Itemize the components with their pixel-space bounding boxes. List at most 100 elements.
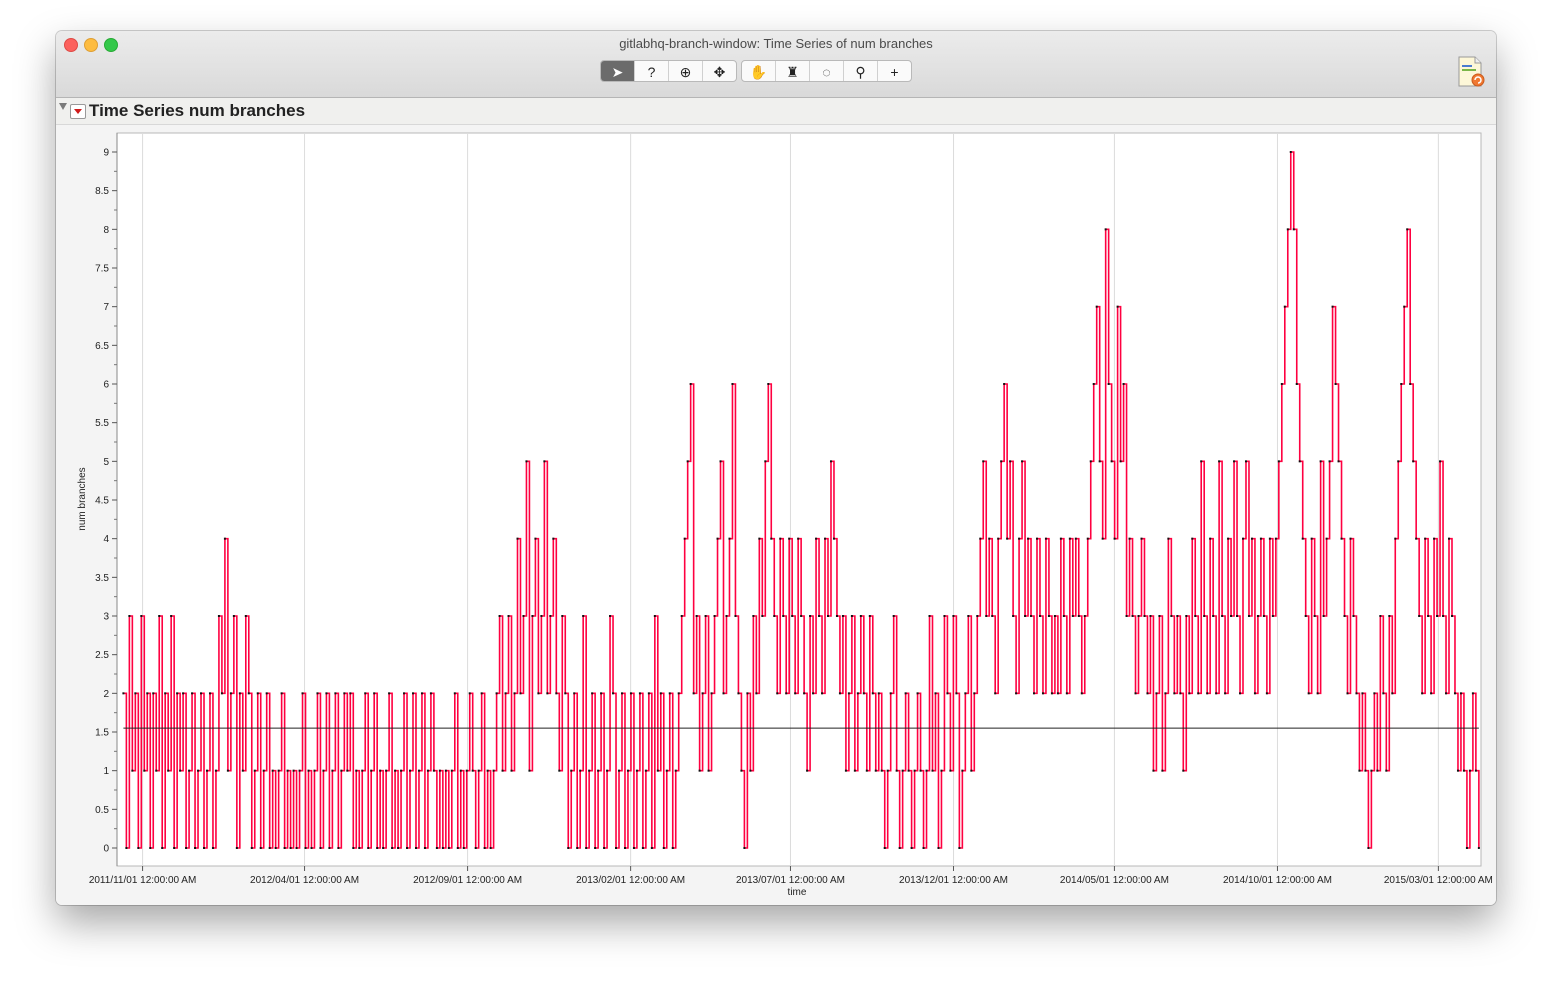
data-point: [1125, 615, 1128, 617]
minimize-window-button[interactable]: [84, 38, 98, 52]
x-tick-label: 2013/07/01 12:00:00 AM: [736, 875, 845, 886]
data-point: [940, 769, 943, 772]
data-point: [1468, 769, 1471, 772]
y-tick-label: 1.5: [95, 728, 109, 739]
data-point: [889, 692, 892, 695]
data-point: [1146, 692, 1149, 695]
selection-tool-button[interactable]: ⊕: [669, 61, 703, 81]
data-point: [414, 847, 417, 849]
data-point: [1041, 692, 1044, 695]
data-point: [1149, 615, 1152, 617]
data-point: [1382, 692, 1385, 695]
window-title: gitlabhq-branch-window: Time Series of n…: [619, 36, 933, 51]
data-point: [477, 769, 480, 772]
y-tick-label: 9: [103, 148, 109, 159]
y-tick-label: 0.5: [95, 805, 109, 816]
data-point: [850, 615, 853, 617]
data-point: [1433, 537, 1436, 540]
data-point: [307, 769, 310, 772]
data-point: [420, 692, 423, 695]
data-point: [340, 769, 343, 772]
data-point: [952, 615, 955, 617]
data-point: [379, 769, 382, 772]
data-point: [1271, 615, 1274, 617]
data-point: [394, 769, 397, 772]
y-tick-label: 6.5: [95, 341, 109, 352]
data-point: [507, 615, 510, 617]
data-point: [217, 615, 220, 617]
hand-tool-button[interactable]: ✋: [742, 61, 776, 81]
script-document-icon[interactable]: [1456, 56, 1486, 88]
data-point: [352, 847, 355, 849]
data-point: [1104, 228, 1107, 231]
brush-tool-button[interactable]: ♜: [776, 61, 810, 81]
data-point: [361, 769, 364, 772]
plot-frame: [116, 132, 1482, 867]
data-point: [146, 692, 149, 695]
data-point: [316, 692, 319, 695]
data-point: [558, 769, 561, 772]
arrow-tool-button[interactable]: ➤: [601, 61, 635, 81]
time-series-chart[interactable]: 0 0.5 1 1.5 2 2.5 3 3.5 4 4.5 5 5.5 6 6.5 7 7.5 8 8.5 9 20…: [56, 125, 1496, 905]
data-point: [698, 769, 701, 772]
data-point: [1349, 537, 1352, 540]
crosshair-tool-button[interactable]: +: [878, 61, 911, 81]
data-point: [782, 615, 785, 617]
red-triangle-menu-icon[interactable]: [70, 104, 86, 119]
data-point: [1197, 692, 1200, 695]
zoom-window-button[interactable]: [104, 38, 118, 52]
data-point: [155, 769, 158, 772]
crosshair-icon: +: [890, 64, 899, 80]
y-tick-label: 4.5: [95, 496, 109, 507]
data-point: [1071, 615, 1074, 617]
data-point: [1128, 537, 1131, 540]
data-point: [895, 769, 898, 772]
data-point: [579, 769, 582, 772]
data-point: [280, 692, 283, 695]
data-point: [480, 692, 483, 695]
data-point: [827, 615, 829, 617]
data-point: [710, 692, 713, 695]
data-point: [1006, 537, 1009, 540]
data-point: [426, 769, 429, 772]
data-point: [791, 615, 794, 617]
data-point: [1430, 692, 1433, 695]
data-point: [223, 537, 226, 540]
data-point: [1164, 692, 1167, 695]
lasso-tool-button[interactable]: ◌: [810, 61, 844, 81]
close-window-button[interactable]: [64, 38, 78, 52]
data-point: [1283, 305, 1286, 308]
data-point: [779, 537, 782, 540]
data-point: [570, 769, 573, 772]
data-point: [483, 847, 486, 849]
data-point: [1176, 615, 1179, 617]
data-point: [937, 847, 940, 849]
data-point: [1194, 615, 1197, 617]
move-tool-button[interactable]: ✥: [703, 61, 736, 81]
help-tool-button[interactable]: ?: [635, 61, 669, 81]
data-point: [140, 615, 143, 617]
series-lines: [122, 151, 1480, 849]
data-point: [504, 692, 507, 695]
data-point: [271, 769, 274, 772]
disclosure-triangle-icon[interactable]: [59, 103, 67, 110]
y-tick-label: 2.5: [95, 650, 109, 661]
data-point: [238, 692, 241, 695]
magnifier-tool-button[interactable]: ⚲: [844, 61, 878, 81]
data-point: [689, 383, 692, 385]
data-point: [916, 692, 919, 695]
x-tick-label: 2014/10/01 12:00:00 AM: [1223, 875, 1332, 886]
x-axis-label: time: [788, 887, 807, 898]
data-point: [1325, 537, 1328, 540]
data-point: [403, 692, 406, 695]
data-point: [871, 692, 874, 695]
data-point: [543, 460, 546, 463]
data-point: [167, 769, 170, 772]
data-point: [877, 692, 880, 695]
data-point: [576, 847, 579, 849]
data-point: [1301, 537, 1304, 540]
data-point: [462, 847, 465, 849]
data-point: [683, 537, 686, 540]
data-point: [856, 692, 859, 695]
data-point: [964, 692, 967, 695]
